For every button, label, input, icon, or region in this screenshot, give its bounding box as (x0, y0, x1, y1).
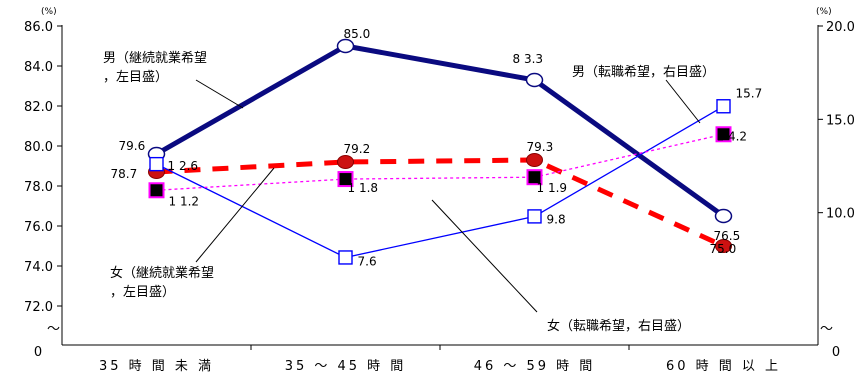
left-tick-label: 78.0 (24, 180, 53, 195)
series-line (156, 157, 725, 249)
category-label: 46 ～ 59 時 間 (474, 359, 596, 374)
series-point (716, 99, 731, 114)
left-tick-label: 76.0 (24, 220, 53, 235)
callout-leader-line (195, 167, 275, 263)
series-layer (147, 38, 733, 265)
data-label: 79.2 (344, 142, 371, 156)
series-callouts: 男（継続就業希望 ，左目盛） 女（継続就業希望 ，左目盛） 男（転職希望，右目盛） 女（転… (103, 50, 715, 334)
data-labels: 79.6 85.0 8 3.3 76.5 78.7 79.2 79.3 75.0 1 2.6 7.… (111, 27, 763, 268)
series-point (527, 209, 542, 224)
series-callout-label: ，左目盛） (110, 285, 175, 300)
callout-leader-line (431, 199, 538, 313)
series-point (715, 126, 732, 143)
data-label: 1 1.9 (537, 181, 568, 195)
series-point (715, 239, 732, 253)
left-tick-label: 74.0 (24, 260, 53, 275)
series-point (526, 153, 543, 167)
category-label: 35 時 間 未 満 (99, 359, 214, 374)
series-line (156, 133, 724, 191)
series-point (148, 182, 165, 199)
series-point (336, 38, 355, 54)
right-tick-label: 15.0 (826, 113, 855, 128)
data-label: 79.6 (119, 139, 146, 153)
data-label: 79.3 (527, 140, 554, 154)
data-label: 1 2.6 (168, 159, 199, 173)
left-tick-label: 72.0 (24, 300, 53, 315)
series-callout-label: 女（継続就業希望 (110, 265, 214, 281)
right-tick-label: 20.0 (826, 20, 855, 35)
data-label: 1 1.2 (169, 194, 200, 208)
series-callout-label: 男（転職希望，右目盛） (572, 64, 715, 80)
series-point (338, 250, 353, 265)
series-point (337, 171, 354, 188)
axes: 72.0 74.0 76.0 78.0 80.0 82.0 84.0 86.0 10.0 15.0… (24, 7, 855, 374)
data-label: 7.6 (358, 254, 377, 268)
left-axis-break: ～ (47, 322, 60, 337)
data-label: 1 1.8 (348, 181, 379, 195)
callout-leader-line (665, 79, 701, 124)
data-label: 8 3.3 (513, 52, 544, 66)
data-label: 85.0 (344, 27, 371, 41)
data-label: 1 4.2 (717, 129, 748, 143)
series-callout-label: ，左目盛） (103, 70, 168, 85)
left-zero-label: 0 (34, 345, 42, 360)
data-label: 76.5 (714, 229, 741, 243)
callout-leader-line (195, 79, 244, 109)
series-callout-label: 男（継続就業希望 (103, 50, 207, 66)
data-label: 15.7 (736, 86, 763, 100)
series-point (526, 169, 543, 186)
left-tick-label: 86.0 (24, 20, 53, 35)
series-line (155, 43, 725, 219)
right-zero-label: 0 (832, 345, 840, 360)
series-line (156, 105, 724, 259)
data-label: 75.0 (710, 242, 737, 256)
right-axis-unit: (%) (816, 7, 832, 17)
left-tick-label: 84.0 (24, 60, 53, 75)
series-point (337, 155, 354, 169)
data-label: 78.7 (111, 167, 138, 181)
left-tick-label: 80.0 (24, 140, 53, 155)
series-point (714, 208, 733, 224)
left-tick-label: 82.0 (24, 100, 53, 115)
data-label: 9.8 (547, 212, 566, 226)
right-tick-label: 10.0 (826, 207, 855, 222)
category-label: 35 ～ 45 時 間 (285, 359, 407, 374)
series-callout-label: 女（転職希望，右目盛） (547, 318, 690, 334)
left-axis-unit: (%) (41, 7, 57, 17)
category-label: 60 時 間 以 上 (666, 359, 781, 374)
series-point (149, 156, 164, 172)
right-axis-break: ～ (820, 322, 833, 337)
series-point (525, 72, 544, 88)
